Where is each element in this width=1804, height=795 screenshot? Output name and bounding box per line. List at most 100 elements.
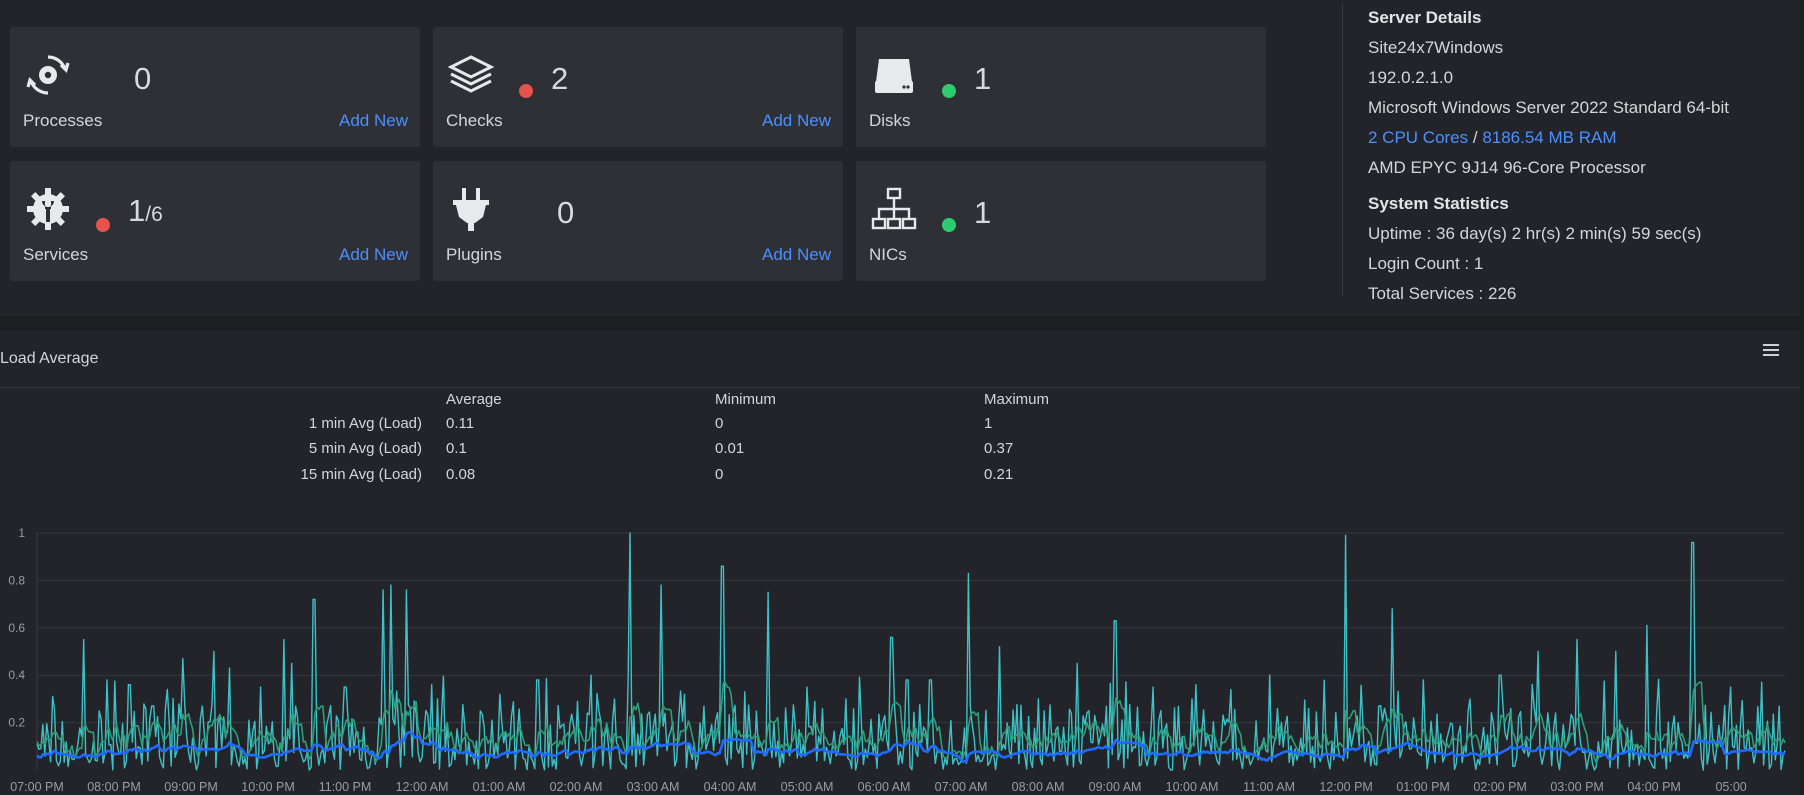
y-tick-label: 0.6 [8, 621, 25, 635]
x-tick-label: 08:00 AM [1012, 780, 1065, 794]
row-min-5min: 0.01 [715, 440, 745, 457]
gear-cycle-icon [26, 55, 70, 95]
cpu-cores-link[interactable]: 2 CPU Cores [1368, 128, 1469, 147]
header-average: Average [446, 391, 502, 408]
x-tick-label: 05:00 AM [781, 780, 834, 794]
server-details-heading: Server Details [1368, 8, 1482, 27]
x-tick-label: 03:00 AM [627, 780, 680, 794]
processes-count: 0 [134, 61, 152, 96]
row-min-15min: 0 [715, 466, 724, 483]
x-tick-label: 12:00 PM [1319, 780, 1373, 794]
hostname: Site24x7Windows [1368, 38, 1504, 57]
layers-icon [447, 55, 495, 93]
hard-drive-icon [875, 59, 913, 93]
x-tick-label: 11:00 AM [1243, 780, 1295, 794]
load-average-title: Load Average [0, 350, 99, 367]
x-tick-label: 02:00 AM [550, 780, 603, 794]
nics-status-dot [942, 218, 956, 232]
x-tick-label: 01:00 AM [473, 780, 526, 794]
y-tick-label: 1 [18, 526, 25, 540]
plug-icon [453, 188, 489, 231]
summary-panel: 0 Processes Add New 2 Checks Add New 1 D… [0, 0, 1800, 316]
row-avg-1min: 0.11 [446, 415, 475, 432]
services-status-dot [96, 218, 110, 232]
services-count: 1/6 [128, 191, 163, 235]
row-max-15min: 0.21 [984, 466, 1014, 483]
x-tick-label: 06:00 AM [858, 780, 911, 794]
x-tick-label: 08:00 PM [87, 780, 141, 794]
plugins-count: 0 [557, 195, 575, 230]
nics-card[interactable]: 1 NICs [856, 161, 1266, 281]
checks-count: 2 [551, 61, 569, 96]
plugins-label: Plugins [446, 245, 502, 264]
x-tick-label: 01:00 PM [1396, 780, 1450, 794]
header-minimum: Minimum [715, 391, 776, 408]
x-tick-label: 09:00 PM [164, 780, 218, 794]
series-line-1min [36, 532, 1786, 771]
x-tick-label: 12:00 AM [396, 780, 449, 794]
row-min-1min: 0 [715, 415, 724, 432]
row-label-15min: 15 min Avg (Load) [300, 466, 422, 483]
y-tick-label: 0.2 [8, 716, 25, 730]
disks-label: Disks [869, 111, 911, 130]
processor-info: AMD EPYC 9J14 96-Core Processor [1368, 158, 1646, 177]
y-tick-label: 0.4 [8, 668, 25, 682]
checks-label: Checks [446, 111, 503, 130]
x-tick-label: 11:00 PM [319, 780, 372, 794]
uptime: Uptime : 36 day(s) 2 hr(s) 2 min(s) 59 s… [1368, 224, 1702, 243]
checks-status-dot [519, 84, 533, 98]
load-average-chart[interactable]: 0.2 0.4 0.6 0.8 1 07:00 PM 08:00 PM 09:00 PM 10:… [0, 330, 1800, 795]
series-line-15min [36, 730, 1786, 764]
ip-address: 192.0.2.1.0 [1368, 68, 1454, 87]
checks-card[interactable]: 2 Checks Add New [433, 27, 843, 147]
x-tick-label: 02:00 PM [1473, 780, 1527, 794]
os-info: Microsoft Windows Server 2022 Standard 6… [1368, 98, 1729, 117]
services-card[interactable]: 1/6 Services Add New [10, 161, 420, 281]
load-average-panel: Load Average Average Minimum Maximum 1 m… [0, 330, 1800, 795]
network-icon [871, 187, 917, 230]
row-label-5min: 5 min Avg (Load) [308, 440, 422, 457]
x-tick-label: 10:00 PM [241, 780, 295, 794]
nics-label: NICs [869, 245, 907, 264]
login-count: Login Count : 1 [1368, 254, 1484, 273]
menu-icon[interactable] [1762, 342, 1780, 358]
x-tick-label: 09:00 AM [1089, 780, 1142, 794]
services-running-count: 1 [128, 193, 146, 228]
services-label: Services [23, 245, 89, 264]
row-max-5min: 0.37 [984, 440, 1014, 457]
x-tick-label: 04:00 PM [1627, 780, 1681, 794]
row-avg-5min: 0.1 [446, 440, 467, 457]
x-tick-label: 07:00 AM [935, 780, 988, 794]
hardware-separator: / [1468, 128, 1483, 147]
system-statistics-heading: System Statistics [1368, 194, 1509, 213]
services-total-count: /6 [145, 203, 163, 226]
x-tick-label: 03:00 PM [1550, 780, 1604, 794]
vertical-divider [1342, 4, 1343, 296]
checks-add-new-link[interactable]: Add New [762, 111, 831, 130]
nics-count: 1 [974, 195, 992, 230]
row-label-1min: 1 min Avg (Load) [308, 415, 422, 432]
disks-status-dot [942, 84, 956, 98]
disks-card[interactable]: 1 Disks [856, 27, 1266, 147]
plugins-add-new-link[interactable]: Add New [762, 245, 831, 264]
y-tick-label: 0.8 [8, 573, 25, 587]
ram-link[interactable]: 8186.54 MB RAM [1482, 128, 1617, 147]
x-tick-label: 10:00 AM [1166, 780, 1219, 794]
panel-divider [0, 387, 1800, 388]
x-tick-label: 07:00 PM [10, 780, 64, 794]
x-tick-label: 05:00 [1715, 780, 1746, 794]
processes-card[interactable]: 0 Processes Add New [10, 27, 420, 147]
header-maximum: Maximum [984, 391, 1050, 408]
series-line-5min [36, 681, 1786, 765]
row-avg-15min: 0.08 [446, 466, 476, 483]
plugins-card[interactable]: 0 Plugins Add New [433, 161, 843, 281]
services-add-new-link[interactable]: Add New [339, 245, 408, 264]
gear-wrench-icon [27, 188, 69, 230]
x-tick-label: 04:00 AM [704, 780, 757, 794]
total-services: Total Services : 226 [1368, 284, 1517, 303]
disks-count: 1 [974, 61, 992, 96]
hardware-info: 2 CPU Cores / 8186.54 MB RAM [1368, 128, 1617, 148]
row-max-1min: 1 [984, 415, 993, 432]
processes-add-new-link[interactable]: Add New [339, 111, 408, 130]
processes-label: Processes [23, 111, 103, 130]
